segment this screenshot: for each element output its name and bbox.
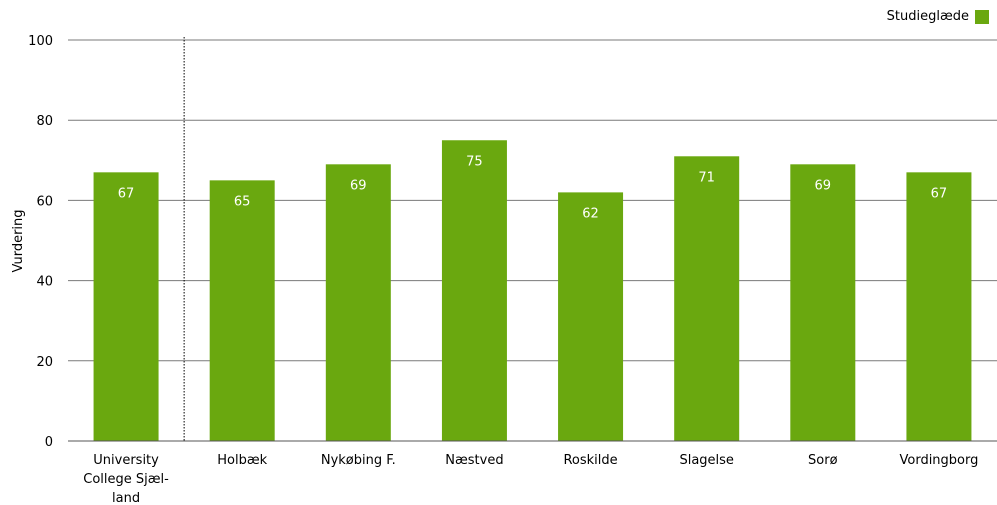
bar [209,180,275,441]
bar-value-label: 67 [931,186,948,201]
bar-value-label: 69 [815,178,832,193]
bar [790,164,856,441]
x-tick-label: Vordingborg [899,453,978,468]
bar [325,164,391,441]
bar-value-label: 67 [118,186,135,201]
bar [906,172,972,441]
bar-value-label: 71 [698,170,715,185]
x-tick-label: Holbæk [217,453,267,468]
bar [441,140,507,441]
bar-value-label: 75 [466,154,483,169]
legend: Studieglæde [887,9,989,24]
axes: 0 20 40 60 80 100 University College Sjæl-land H… [28,34,997,505]
x-tick-label: Slagelse [679,453,733,468]
y-tick-label: 100 [28,34,53,49]
legend-label: Studieglæde [886,9,969,24]
y-tick-label: 0 [45,435,53,450]
legend-swatch [975,9,989,24]
y-tick-label: 20 [36,355,53,370]
x-tick-label: Roskilde [563,453,617,468]
y-axis-label: Vurdering [11,209,26,272]
x-tick-label: University College Sjæl-land [83,453,169,505]
y-tick-label: 60 [36,194,53,209]
bar-value-label: 69 [350,178,367,193]
y-tick-label: 80 [36,114,53,129]
bar-value-label: 62 [582,206,599,221]
x-tick-label: Sorø [808,453,838,468]
bar [93,172,159,441]
bar [674,156,740,442]
x-tick-label: Nykøbing F. [321,453,396,468]
x-tick-label: Næstved [445,453,503,468]
bar [558,192,624,441]
bar-value-label: 65 [234,194,251,209]
gridlines [68,39,997,442]
y-tick-label: 40 [36,275,53,290]
bars: 67 65 69 75 62 71 69 67 [93,140,972,442]
